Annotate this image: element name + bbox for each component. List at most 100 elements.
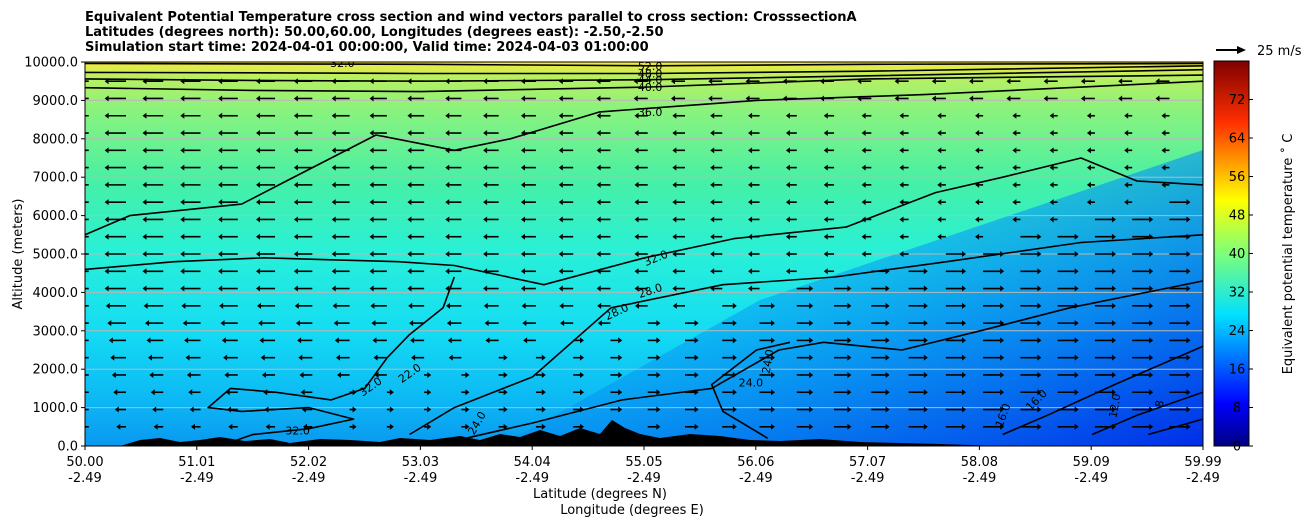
- wind-vector-head: [1186, 302, 1191, 309]
- contour-line: [85, 62, 1203, 67]
- wind-vector-head: [447, 337, 452, 344]
- wind-vector-head: [520, 112, 525, 119]
- wind-vector-head: [256, 164, 261, 171]
- wind-vector-head: [1000, 406, 1005, 413]
- wind-vector-head: [219, 302, 224, 309]
- wind-vector-head: [1111, 337, 1116, 344]
- wind-vector-head: [1074, 320, 1079, 327]
- wind-vector-head: [369, 164, 374, 171]
- wind-vector-head: [408, 302, 413, 309]
- wind-vector-head: [331, 147, 336, 154]
- wind-vector-head: [1074, 406, 1079, 413]
- wind-vector-head: [142, 251, 147, 257]
- wind-vector-head: [180, 199, 185, 206]
- wind-vector-head: [256, 216, 261, 223]
- wind-vector-head: [961, 423, 966, 430]
- wind-vector-head: [1161, 112, 1166, 119]
- wind-vector-head: [331, 181, 336, 188]
- x-tick-longitude: -2.49: [851, 471, 885, 486]
- contour-line: [85, 157, 1203, 286]
- wind-vector-head: [293, 251, 298, 257]
- wind-vector-head: [748, 181, 753, 188]
- contour-line: [409, 234, 1203, 436]
- wind-vector-head: [1037, 389, 1042, 396]
- wind-vector-head: [1124, 147, 1129, 154]
- wind-vector-head: [483, 302, 488, 309]
- wind-vector-head: [256, 302, 261, 309]
- wind-vector-head: [445, 112, 450, 119]
- wind-vector-head: [923, 423, 928, 430]
- wind-vector-head: [596, 147, 601, 154]
- wind-vector-head: [634, 216, 639, 223]
- wind-vector-head: [1049, 130, 1054, 137]
- wind-vector-head: [142, 147, 147, 154]
- wind-vector-head: [142, 112, 147, 119]
- wind-vector-head: [407, 164, 412, 171]
- y-tick-label: 7000.0: [33, 171, 79, 186]
- wind-vector-head: [1149, 285, 1154, 292]
- wind-vector-head: [580, 389, 585, 396]
- wind-vector-head: [596, 95, 601, 102]
- wind-vector-head: [809, 406, 814, 413]
- wind-vector-head: [1037, 406, 1042, 413]
- wind-vector-head: [483, 164, 488, 171]
- wind-vector-head: [975, 199, 980, 206]
- wind-vector-head: [218, 164, 223, 171]
- wind-vector-head: [445, 268, 450, 275]
- wind-vector-head: [1111, 302, 1116, 309]
- wind-vector-head: [560, 320, 565, 327]
- wind-vector-head: [369, 285, 374, 292]
- wind-vector-head: [785, 233, 790, 240]
- wind-vector-head: [541, 389, 546, 396]
- wind-vector-head: [861, 181, 866, 188]
- wind-vector-head: [369, 130, 374, 137]
- wind-vector-head: [618, 337, 623, 344]
- wind-vector-head: [1186, 268, 1191, 275]
- wind-vector-head: [104, 268, 109, 275]
- wind-vector-head: [961, 285, 966, 292]
- wind-vector-head: [923, 371, 928, 378]
- wind-vector-head: [1149, 251, 1154, 257]
- wind-vector-head: [559, 302, 564, 309]
- title-line-3: Simulation start time: 2024-04-01 00:00:…: [85, 40, 649, 55]
- wind-vector-head: [847, 406, 852, 413]
- wind-vector-head: [1049, 181, 1054, 188]
- wind-vector-head: [710, 216, 715, 223]
- wind-vector-head: [961, 268, 966, 275]
- wind-vector-head: [445, 95, 450, 102]
- wind-vector-head: [180, 164, 185, 171]
- wind-vector-head: [694, 371, 699, 378]
- wind-vector-head: [331, 216, 336, 223]
- wind-vector-head: [785, 216, 790, 223]
- contour-line: [710, 341, 791, 439]
- wind-vector-head: [771, 337, 776, 344]
- wind-vector-head: [147, 354, 152, 361]
- wind-vector-head: [656, 406, 661, 413]
- wind-vector-head: [771, 354, 776, 361]
- wind-vector-head: [618, 406, 623, 413]
- wind-vector-head: [771, 423, 776, 430]
- wind-vector-head: [809, 389, 814, 396]
- wind-vector-head: [847, 320, 852, 327]
- colorbar-tick-label: 0: [1233, 440, 1241, 455]
- wind-vector-head: [295, 320, 300, 327]
- wind-vector-head: [180, 251, 185, 257]
- y-tick-label: 10000.0: [24, 56, 78, 71]
- wind-vector-head: [371, 320, 376, 327]
- wind-vector-head: [1149, 320, 1154, 327]
- wind-vector-head: [427, 371, 432, 378]
- wind-vector-head: [352, 406, 357, 413]
- wind-vector-head: [710, 112, 715, 119]
- wind-vector-head: [503, 354, 508, 361]
- wind-vector-head: [445, 302, 450, 309]
- wind-vector-head: [427, 423, 432, 430]
- wind-vector-head: [861, 216, 866, 223]
- wind-vector-head: [771, 406, 776, 413]
- wind-vector-head: [521, 302, 526, 309]
- wind-vector-head: [1037, 268, 1042, 275]
- wind-vector-head: [1111, 320, 1116, 327]
- wind-vector-head: [847, 285, 852, 292]
- x-tick-latitude: 54.04: [514, 455, 551, 470]
- wind-vector-head: [1049, 147, 1054, 154]
- wind-vector-head: [923, 354, 928, 361]
